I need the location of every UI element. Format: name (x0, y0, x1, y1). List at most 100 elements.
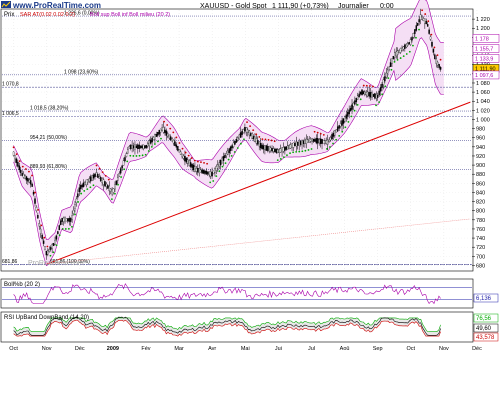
sar-dot (415, 36, 417, 39)
candle-body (218, 162, 220, 167)
sar-dot (279, 158, 282, 160)
sar-dot (18, 160, 21, 162)
sar-dot (243, 138, 245, 141)
candle-body (135, 145, 138, 149)
sar-dot (175, 136, 178, 139)
y-tick-label: 680 (476, 263, 485, 269)
candle-body (309, 138, 312, 142)
candle-body (392, 56, 395, 59)
candle-body (329, 137, 332, 141)
sar-dot (399, 57, 402, 59)
sar-dot (117, 183, 119, 186)
candle-body (385, 72, 388, 78)
candle-body (386, 69, 389, 74)
candle-body (182, 155, 185, 159)
sar-dot (132, 155, 135, 157)
candle-body (15, 158, 18, 163)
sar-dot (101, 171, 104, 174)
sar-dot (218, 170, 221, 173)
sar-dot (196, 160, 199, 163)
candle-body (151, 137, 153, 143)
candle-body (295, 141, 298, 147)
candle-body (152, 137, 155, 140)
candle-body (181, 153, 183, 158)
candle-body (211, 172, 213, 177)
candle-body (364, 91, 366, 95)
candle-body (412, 33, 415, 38)
candle-body (252, 136, 255, 140)
sar-dot (384, 85, 387, 88)
sar-dot (261, 138, 264, 141)
candle-body (232, 142, 235, 147)
rsi-tag-upper (473, 313, 499, 323)
candle-body (274, 148, 276, 153)
candle-body (52, 243, 55, 247)
candle-body (395, 51, 398, 57)
candle-body (228, 148, 230, 154)
reference-level-label: 889,93 (61,80%) (30, 164, 67, 170)
chart-title: XAUUSD - Gold Spot (200, 3, 267, 10)
sar-dot (233, 151, 236, 153)
y-tick-label: 920 (476, 154, 485, 160)
y-tick-label: 1 060 (476, 90, 490, 96)
candle-body (426, 24, 429, 27)
candle-body (338, 125, 340, 129)
candle-body (25, 176, 28, 181)
sar-dot (270, 139, 273, 142)
sar-dot (221, 165, 224, 168)
bollb-value-tag (473, 293, 499, 303)
sar-dot (153, 143, 156, 145)
candle-body (352, 102, 355, 107)
candle-body (169, 136, 172, 141)
candle-body (425, 21, 428, 25)
sar-dot (282, 156, 285, 159)
sar-dot (172, 131, 175, 134)
candle-body (339, 123, 342, 127)
candle-body (239, 132, 242, 138)
candle-body (378, 90, 380, 96)
sar-dot (95, 164, 98, 167)
candle-body (119, 168, 122, 174)
candle-body (345, 114, 348, 119)
candle-body (279, 148, 282, 153)
sar-dot (67, 227, 70, 230)
candle-body (268, 146, 270, 152)
candle-body (194, 166, 196, 172)
sar-dot (160, 137, 162, 140)
candle-body (224, 155, 226, 159)
candle-body (231, 145, 233, 149)
candle-body (381, 83, 383, 88)
sar-dot (239, 142, 242, 145)
candle-body (124, 157, 126, 162)
candle-body (411, 37, 413, 41)
candle-body (74, 204, 76, 209)
sar-dot (307, 149, 310, 151)
candle-body (272, 148, 275, 152)
candle-body (81, 184, 83, 188)
sar-dot (353, 109, 356, 112)
candle-body (324, 140, 326, 144)
sar-dot (273, 140, 276, 143)
y-tick-label: 860 (476, 181, 485, 187)
candle-body (355, 98, 358, 103)
candle-body (369, 92, 372, 98)
sar-dot (372, 85, 374, 88)
x-tick-label: Oct (9, 346, 18, 352)
trendline (46, 101, 471, 265)
candle-body (269, 147, 272, 151)
sar-dot (71, 225, 73, 228)
bollb-label: Boll%b (20 2) (4, 282, 40, 288)
candle-body (326, 139, 329, 145)
candle-body (361, 89, 363, 96)
candle-body (88, 178, 91, 182)
candle-body (118, 172, 121, 177)
candle-body (322, 140, 325, 144)
candle-body (439, 67, 442, 70)
candle-body (72, 209, 75, 214)
candle-body (258, 141, 260, 147)
sar-dot (15, 153, 18, 156)
candle-body (391, 58, 393, 64)
candle-body (147, 143, 149, 147)
x-tick-label: Jul (308, 346, 315, 352)
candle-body (259, 142, 262, 149)
